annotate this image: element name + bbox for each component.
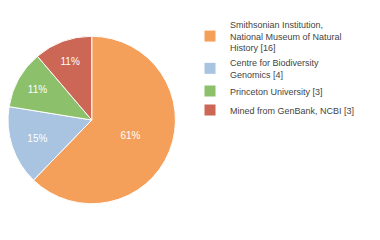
svg-text:11%: 11% xyxy=(28,84,47,95)
svg-text:Centre for BiodiversityGenomic: Centre for BiodiversityGenomics [4] xyxy=(230,58,319,80)
svg-text:15%: 15% xyxy=(27,133,47,144)
svg-text:61%: 61% xyxy=(120,130,140,141)
svg-text:11%: 11% xyxy=(61,56,80,67)
svg-text:Mined from GenBank, NCBI [3]: Mined from GenBank, NCBI [3] xyxy=(230,106,354,116)
svg-text:Princeton University [3]: Princeton University [3] xyxy=(230,87,323,97)
svg-text:Smithsonian Institution,Nation: Smithsonian Institution,National Museum … xyxy=(230,20,342,53)
